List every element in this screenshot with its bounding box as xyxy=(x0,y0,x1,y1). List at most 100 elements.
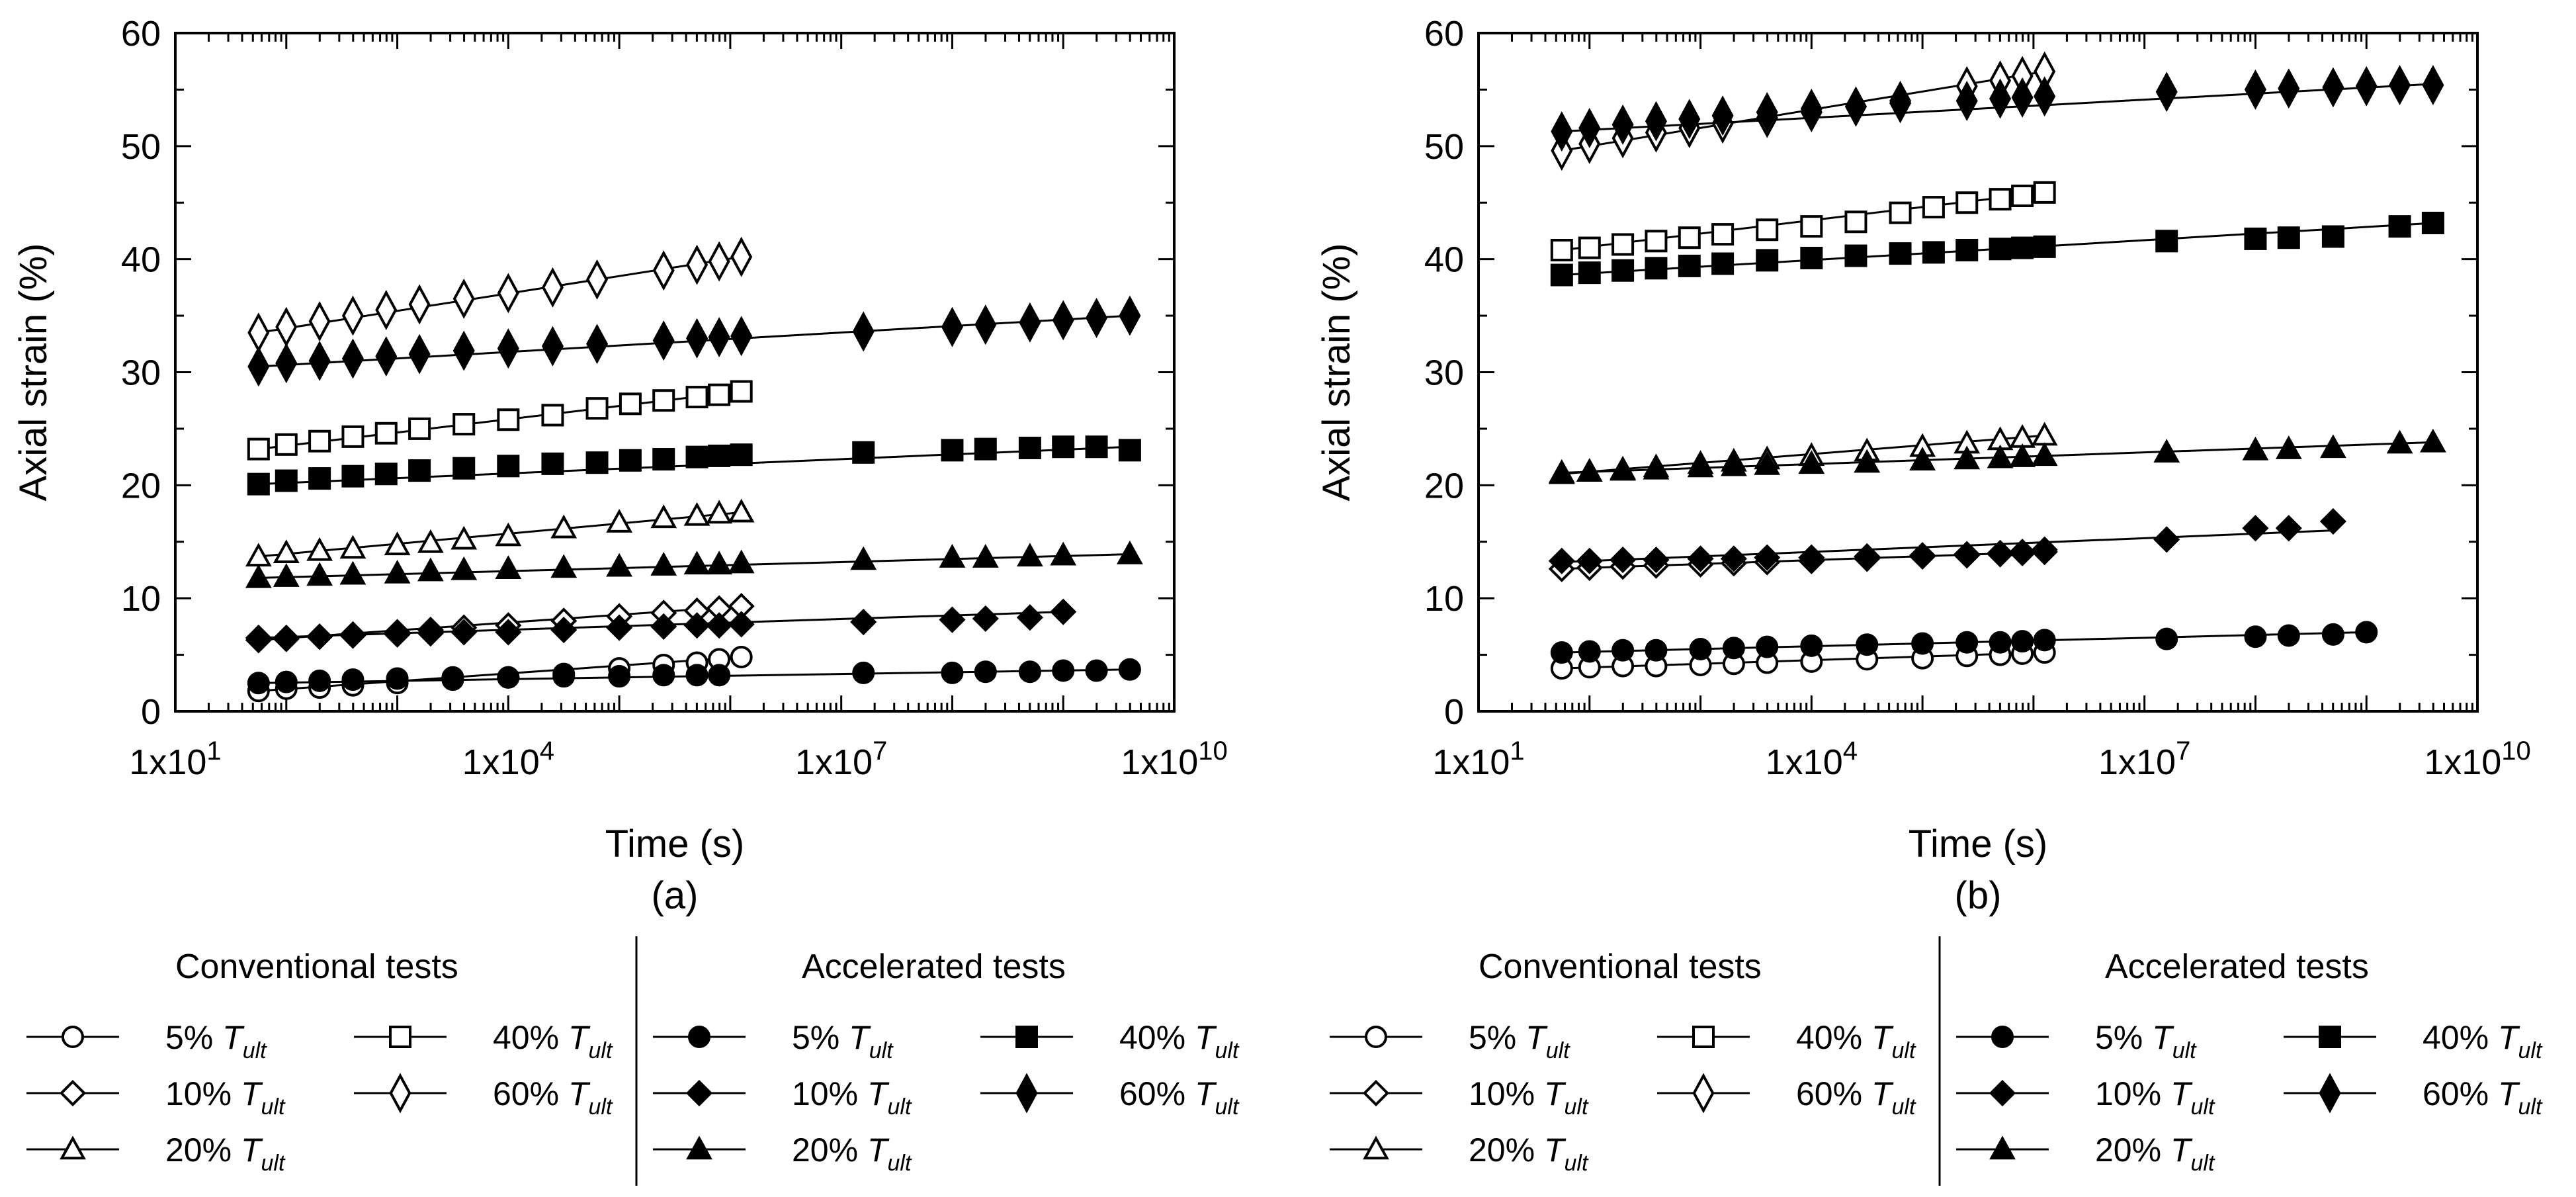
legend-entry: 40% Tult xyxy=(980,1019,1240,1063)
legend-marker xyxy=(62,1026,84,1048)
series-7 xyxy=(245,598,1077,652)
legend-marker xyxy=(1365,1026,1387,1048)
data-point xyxy=(2244,625,2267,648)
data-point xyxy=(247,472,270,496)
data-point xyxy=(2011,185,2034,207)
data-point xyxy=(1678,254,1701,277)
data-point xyxy=(1720,452,1747,476)
legend-entry: 5% Tult xyxy=(1330,1019,1570,1063)
legend-entry: 10% Tult xyxy=(653,1075,912,1120)
data-point xyxy=(341,338,364,379)
data-point xyxy=(1645,230,1668,253)
data-point xyxy=(1050,598,1077,625)
data-point xyxy=(850,608,877,636)
data-point xyxy=(2031,421,2058,446)
data-point xyxy=(339,560,366,585)
data-point xyxy=(1854,543,1881,570)
legend-label: 60% Tult xyxy=(1796,1075,1916,1120)
data-point xyxy=(451,619,478,646)
series-9 xyxy=(1550,212,2444,287)
data-point xyxy=(683,612,710,639)
data-point xyxy=(275,433,298,456)
legend-symbol: T xyxy=(2170,1075,2193,1112)
data-point xyxy=(606,553,633,577)
data-point xyxy=(650,552,677,576)
legend-entry: 40% Tult xyxy=(354,1019,613,1063)
data-point xyxy=(585,397,609,420)
legend-pct: 5% xyxy=(792,1019,849,1056)
legend-subscript: ult xyxy=(589,1094,613,1120)
data-point xyxy=(306,562,333,586)
y-tick-label: 20 xyxy=(1424,466,1464,506)
legend-entry: 5% Tult xyxy=(26,1019,267,1063)
data-point xyxy=(417,529,444,553)
data-point xyxy=(452,413,476,436)
data-point xyxy=(852,441,875,464)
data-point xyxy=(550,616,578,644)
legend-marker xyxy=(1989,1079,2016,1107)
data-point xyxy=(606,509,633,533)
legend-symbol: T xyxy=(867,1075,890,1112)
legend-symbol: T xyxy=(2498,1075,2520,1112)
data-point xyxy=(1909,447,1936,470)
legend-pct: 40% xyxy=(493,1019,568,1056)
data-point xyxy=(541,267,564,308)
legend-marker xyxy=(2319,1073,2341,1114)
data-point xyxy=(2242,436,2269,461)
data-point xyxy=(1019,302,1041,343)
data-point xyxy=(451,556,478,580)
data-point xyxy=(685,445,708,468)
data-point xyxy=(708,317,730,357)
data-point xyxy=(497,273,519,314)
legend-title-accelerated: Accelerated tests xyxy=(802,948,1066,986)
data-point xyxy=(1085,659,1108,682)
legend-pct: 20% xyxy=(1469,1131,1544,1169)
legend-subscript: ult xyxy=(1215,1094,1240,1120)
legend-label: 40% Tult xyxy=(493,1019,613,1063)
legend-subscript: ult xyxy=(1892,1038,1916,1063)
trend-line xyxy=(1561,529,2333,563)
data-point xyxy=(408,333,431,375)
data-point xyxy=(247,437,270,461)
legend-marker xyxy=(685,1079,713,1107)
data-point xyxy=(974,304,997,345)
legend-symbol: T xyxy=(1195,1075,1217,1112)
series-10 xyxy=(247,295,1141,387)
legend-marker xyxy=(1692,1073,1715,1114)
legend-entry: 60% Tult xyxy=(980,1073,1240,1120)
legend-label: 5% Tult xyxy=(2095,1019,2197,1063)
data-point xyxy=(2153,439,2180,463)
legend-entry: 10% Tult xyxy=(1956,1075,2215,1120)
x-tick-exponent: 1 xyxy=(206,736,221,766)
legend-label: 40% Tult xyxy=(1119,1019,1240,1063)
legend-marker xyxy=(1692,1026,1715,1048)
data-point xyxy=(686,244,708,285)
legend-pct: 40% xyxy=(1119,1019,1195,1056)
data-point xyxy=(1711,223,1735,246)
legend-pct: 10% xyxy=(792,1075,867,1112)
legend-pct: 60% xyxy=(2423,1075,2498,1112)
legend-entry: 20% Tult xyxy=(1956,1131,2215,1176)
data-point xyxy=(2155,71,2178,112)
legend-subscript: ult xyxy=(888,1151,912,1176)
data-point xyxy=(306,537,333,561)
data-point xyxy=(941,661,964,684)
legend-label: 40% Tult xyxy=(2423,1019,2543,1063)
legend-pct: 40% xyxy=(1796,1019,1871,1056)
data-point xyxy=(341,465,365,488)
data-point xyxy=(2033,181,2056,204)
data-point xyxy=(608,665,631,688)
data-point xyxy=(706,500,733,524)
plot-frame xyxy=(174,32,1176,713)
y-tick-label: 0 xyxy=(141,692,161,732)
data-point xyxy=(341,668,365,691)
data-point xyxy=(374,421,398,445)
data-point xyxy=(1550,263,1573,287)
data-point xyxy=(1578,261,1601,285)
legend-marker xyxy=(59,1079,87,1107)
data-point xyxy=(550,514,578,539)
data-point xyxy=(730,316,753,357)
data-point xyxy=(1800,634,1823,657)
data-point xyxy=(730,443,753,466)
